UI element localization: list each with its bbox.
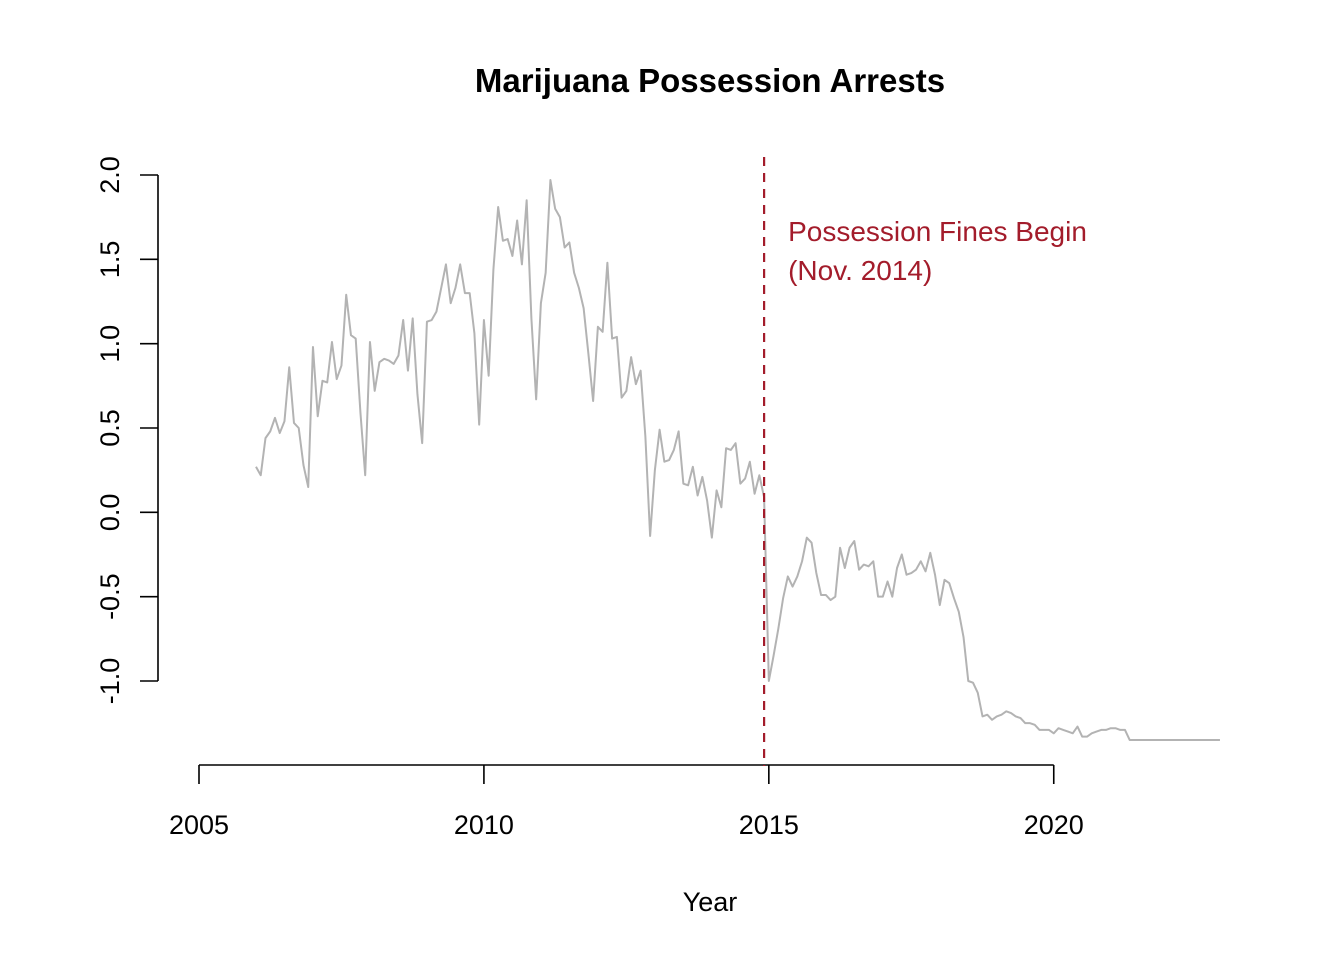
annotation-group: Possession Fines Begin (Nov. 2014) bbox=[763, 157, 1087, 766]
series-line bbox=[255, 179, 1220, 742]
y-tick-label: 1.5 bbox=[95, 241, 125, 279]
x-axis: 2005 2010 2015 2020 bbox=[169, 764, 1084, 840]
y-tick-label: 2.0 bbox=[95, 156, 125, 194]
x-axis-label: Year bbox=[683, 887, 738, 917]
chart-title: Marijuana Possession Arrests bbox=[475, 62, 945, 99]
x-tick-label: 2005 bbox=[169, 810, 229, 840]
series-group bbox=[255, 179, 1220, 742]
y-tick-label: 0.0 bbox=[95, 494, 125, 532]
x-tick-label: 2015 bbox=[739, 810, 799, 840]
y-tick-label: 0.5 bbox=[95, 409, 125, 447]
y-tick-label: -0.5 bbox=[95, 573, 125, 620]
y-tick-label: 1.0 bbox=[95, 325, 125, 363]
annotation-text: (Nov. 2014) bbox=[788, 255, 932, 286]
x-tick-label: 2020 bbox=[1024, 810, 1084, 840]
annotation-text: Possession Fines Begin bbox=[788, 216, 1087, 247]
x-tick-label: 2010 bbox=[454, 810, 514, 840]
y-tick-label: -1.0 bbox=[95, 658, 125, 705]
y-axis: -1.0 -0.5 0.0 0.5 1.0 1.5 2.0 bbox=[95, 156, 159, 705]
